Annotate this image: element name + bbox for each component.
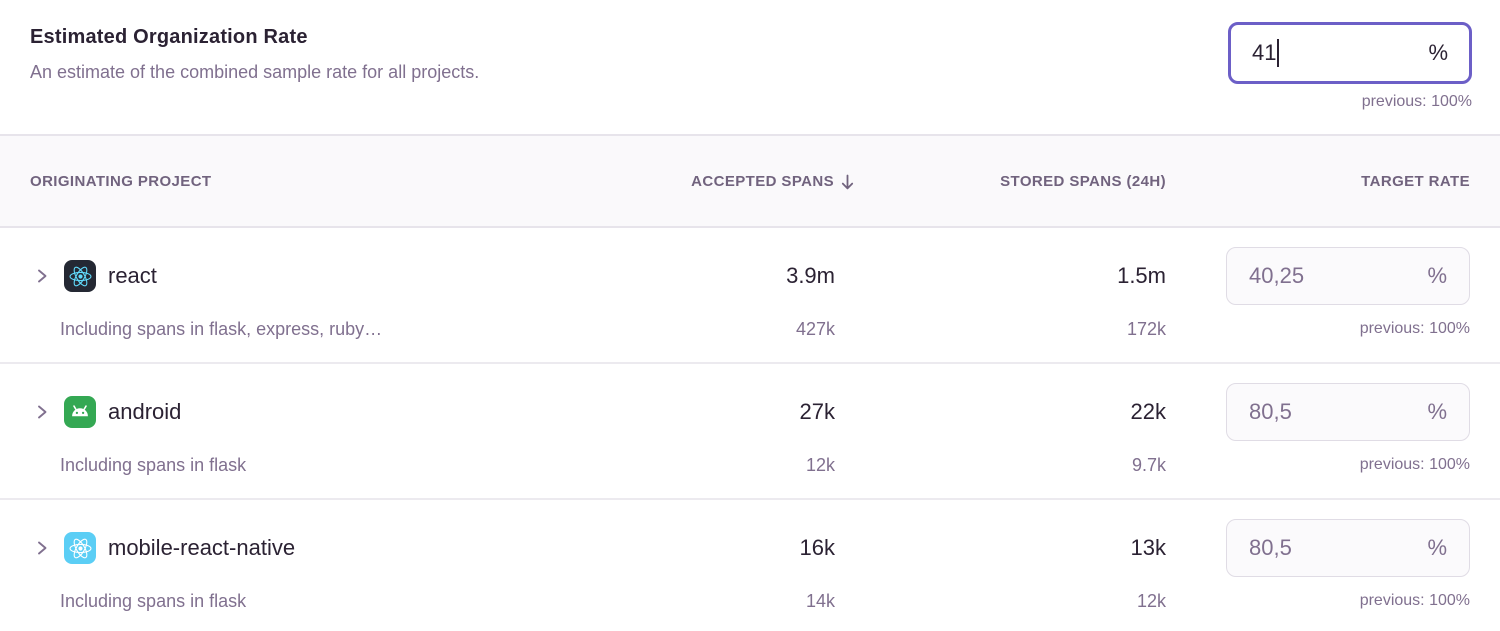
accepted-spans-subvalue: 427k [795, 318, 835, 339]
column-header-stored-spans: STORED SPANS (24H) [1000, 172, 1166, 190]
stored-spans-value: 22k [1130, 399, 1166, 424]
accepted-spans-value: 27k [799, 399, 835, 424]
project-name: react [108, 263, 157, 288]
table-row: mobile-react-native 16k 13k 80,5 % Inclu… [0, 498, 1500, 631]
org-rate-value: 41 [1252, 40, 1277, 65]
accepted-spans-header-label: ACCEPTED SPANS [691, 172, 834, 190]
project-cell: android [30, 396, 556, 428]
project-subtext: Including spans in flask [60, 590, 247, 611]
stored-spans-value: 13k [1130, 535, 1166, 560]
org-rate-block: 41 % previous: 100% [1228, 0, 1472, 134]
percent-suffix: % [1428, 40, 1448, 65]
target-rate-input[interactable]: 80,5 % [1226, 519, 1470, 577]
sort-descending-icon [839, 173, 856, 192]
percent-suffix: % [1427, 399, 1447, 424]
stored-spans-subvalue: 172k [1126, 318, 1166, 339]
previous-rate: previous: 100% [1359, 320, 1470, 337]
react-platform-icon [64, 260, 96, 292]
project-name: mobile-react-native [108, 535, 296, 560]
panel-title-block: Estimated Organization Rate An estimate … [30, 0, 479, 134]
project-cell: react [30, 260, 556, 292]
accepted-spans-value: 16k [799, 535, 835, 560]
column-header-originating-project: ORIGINATING PROJECT [30, 172, 212, 190]
project-name: android [108, 399, 182, 424]
target-rate-input[interactable]: 40,25 % [1226, 247, 1470, 305]
accepted-spans-subvalue: 12k [805, 454, 835, 475]
percent-suffix: % [1427, 535, 1447, 560]
target-rate-value: 80,5 [1249, 535, 1292, 560]
stored-spans-subvalue: 12k [1136, 590, 1166, 611]
target-rate-value: 80,5 [1249, 399, 1292, 424]
estimated-org-rate-panel: Estimated Organization Rate An estimate … [0, 0, 1500, 136]
target-rate-value: 40,25 [1249, 263, 1305, 288]
table-row: android 27k 22k 80,5 % Including spans i… [0, 362, 1500, 498]
project-cell: mobile-react-native [30, 532, 556, 564]
accepted-spans-subvalue: 14k [805, 590, 835, 611]
percent-suffix: % [1427, 263, 1447, 288]
previous-rate: previous: 100% [1359, 456, 1470, 473]
page-subtitle: An estimate of the combined sample rate … [30, 62, 480, 82]
expand-chevron-icon[interactable] [32, 402, 52, 422]
text-cursor [1277, 39, 1280, 67]
target-rate-input[interactable]: 80,5 % [1226, 383, 1470, 441]
table-header-row: ORIGINATING PROJECT ACCEPTED SPANS STORE… [0, 136, 1500, 228]
table-row: react 3.9m 1.5m 40,25 % Including spans … [0, 228, 1500, 362]
project-subtext: Including spans in flask [60, 454, 247, 475]
page-title: Estimated Organization Rate [30, 26, 308, 48]
accepted-spans-value: 3.9m [786, 263, 835, 288]
column-header-target-rate: TARGET RATE [1361, 172, 1470, 190]
stored-spans-value: 1.5m [1117, 263, 1166, 288]
org-previous-rate: previous: 100% [1361, 93, 1472, 110]
previous-rate: previous: 100% [1359, 592, 1470, 609]
android-platform-icon [64, 396, 96, 428]
expand-chevron-icon[interactable] [32, 538, 52, 558]
org-rate-input[interactable]: 41 % [1228, 22, 1472, 84]
stored-spans-subvalue: 9.7k [1131, 454, 1166, 475]
expand-chevron-icon[interactable] [32, 266, 52, 286]
react-native-platform-icon [64, 532, 96, 564]
column-header-accepted-spans[interactable]: ACCEPTED SPANS [616, 171, 856, 192]
project-subtext: Including spans in flask, express, ruby… [60, 318, 383, 339]
